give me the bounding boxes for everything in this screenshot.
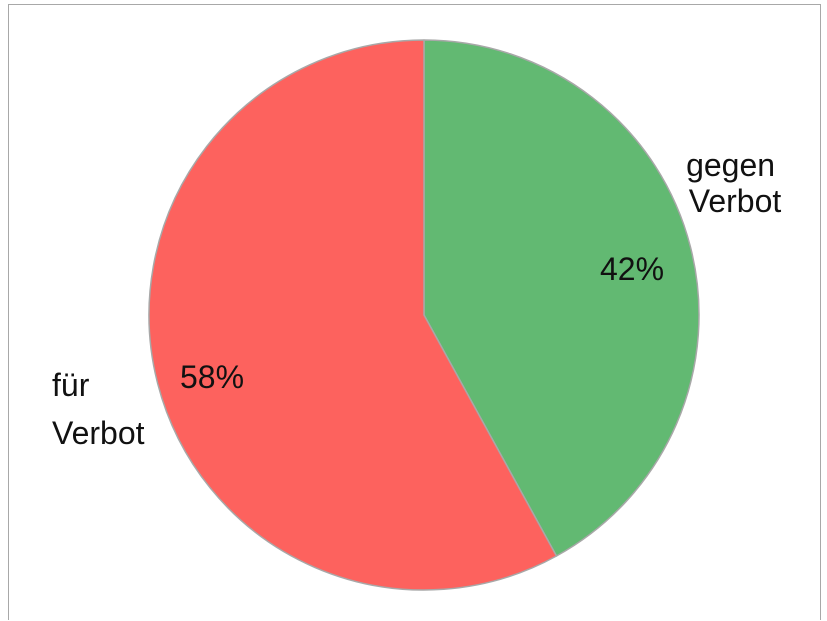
slice-label-gegen-verbot-line-1: gegen — [686, 147, 775, 183]
pie-slices — [149, 40, 699, 590]
slice-label-fuer-verbot-line-2: Verbot — [52, 415, 145, 451]
slice-value-fuer-verbot: 58% — [180, 359, 244, 395]
slice-label-gegen-verbot-line-2: Verbot — [689, 183, 782, 219]
slice-label-fuer-verbot: für Verbot — [52, 367, 145, 451]
slice-label-gegen-verbot: gegen Verbot — [686, 147, 784, 219]
slice-value-gegen-verbot: 42% — [600, 251, 664, 287]
slice-label-fuer-verbot-line-1: für — [52, 367, 90, 403]
